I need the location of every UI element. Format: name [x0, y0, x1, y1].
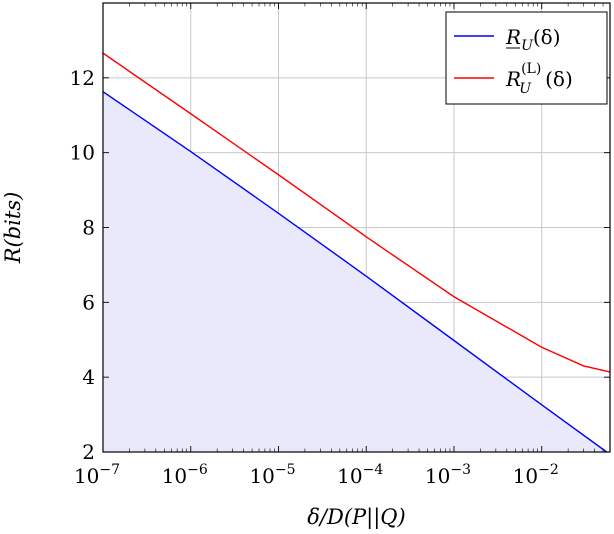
legend-label-1: RU(δ) — [505, 25, 561, 54]
x-tick-label: 10−2 — [513, 462, 559, 488]
y-tick-label: 4 — [82, 365, 95, 389]
y-axis-label: R(bits) — [1, 192, 25, 265]
series-line-1 — [102, 91, 608, 453]
y-tick-label: 10 — [70, 141, 95, 165]
y-tick-label: 6 — [82, 290, 95, 314]
series-lines — [102, 52, 611, 453]
y-tick-labels: 2 4 6 8 10 12 — [70, 66, 95, 464]
legend-label-2: R(L) U (δ) — [505, 61, 573, 97]
fill-area — [103, 91, 607, 453]
series-fill-1 — [103, 91, 607, 453]
plot-frame — [102, 2, 611, 453]
x-tick-label: 10−3 — [425, 462, 471, 488]
x-tick-label: 10−6 — [162, 462, 208, 488]
y-tick-label: 2 — [82, 440, 95, 464]
x-tick-label: 10−5 — [249, 462, 295, 488]
y-tick-label: 12 — [70, 66, 95, 90]
legend-box — [445, 11, 608, 105]
series-line-2 — [102, 52, 611, 373]
legend: RU(δ) R(L) U (δ) — [445, 11, 608, 105]
x-tick-label: 10−7 — [74, 462, 120, 488]
x-tick-label: 10−4 — [337, 462, 383, 488]
x-axis-label: δ/D(P||Q) — [307, 505, 405, 530]
x-tick-labels: 10−7 10−6 10−5 10−4 10−3 10−2 — [74, 462, 559, 488]
y-tick-label: 8 — [82, 216, 95, 240]
